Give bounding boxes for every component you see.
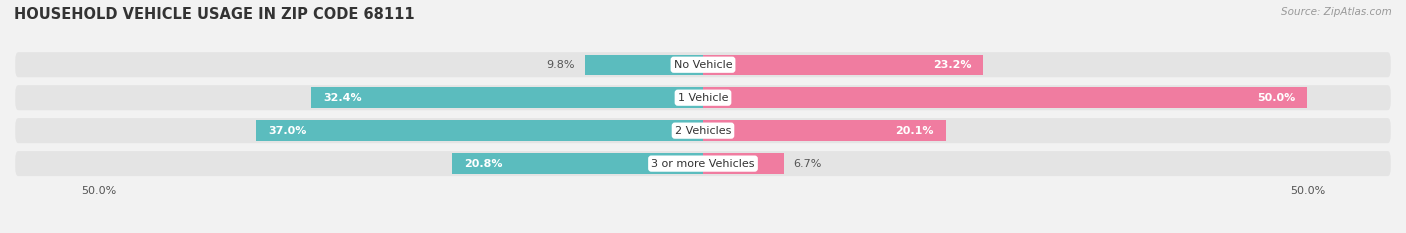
Text: 6.7%: 6.7% [793,159,823,169]
FancyBboxPatch shape [15,52,1391,77]
Bar [703,87,1308,108]
Bar [703,120,946,141]
Text: 9.8%: 9.8% [547,60,575,70]
Text: HOUSEHOLD VEHICLE USAGE IN ZIP CODE 68111: HOUSEHOLD VEHICLE USAGE IN ZIP CODE 6811… [14,7,415,22]
Bar [451,153,703,174]
Bar [311,87,703,108]
FancyBboxPatch shape [15,151,1391,176]
FancyBboxPatch shape [15,85,1391,110]
Text: 50.0%: 50.0% [1257,93,1295,103]
Text: 1 Vehicle: 1 Vehicle [678,93,728,103]
Text: 3 or more Vehicles: 3 or more Vehicles [651,159,755,169]
FancyBboxPatch shape [15,118,1391,143]
Text: 37.0%: 37.0% [269,126,307,136]
Text: 32.4%: 32.4% [323,93,363,103]
Text: 23.2%: 23.2% [932,60,972,70]
Text: Source: ZipAtlas.com: Source: ZipAtlas.com [1281,7,1392,17]
Bar [703,55,983,75]
Text: 20.8%: 20.8% [464,159,502,169]
Text: No Vehicle: No Vehicle [673,60,733,70]
Text: 2 Vehicles: 2 Vehicles [675,126,731,136]
Bar [256,120,703,141]
Text: 20.1%: 20.1% [896,126,934,136]
Bar [703,153,785,174]
Bar [585,55,703,75]
